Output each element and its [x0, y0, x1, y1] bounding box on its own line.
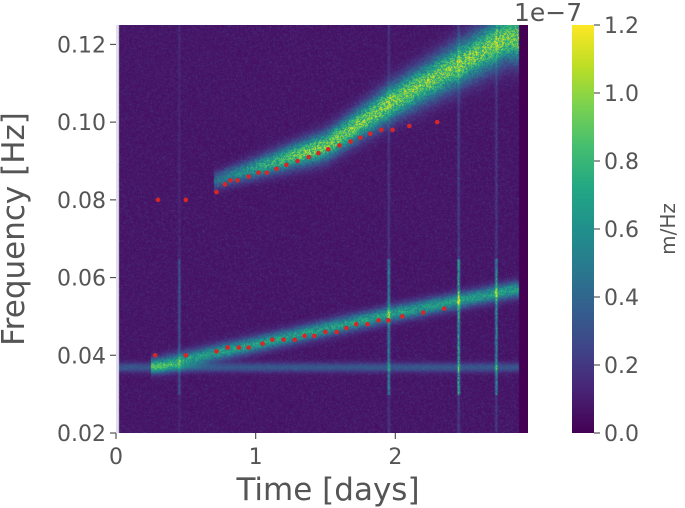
detection-marker	[214, 349, 219, 354]
marker-layer	[152, 119, 447, 358]
detection-marker	[260, 341, 265, 346]
y-axis-ticks: 0.02 0.04 0.06 0.08 0.10 0.12	[57, 33, 116, 447]
detection-marker	[367, 131, 373, 137]
detection-marker	[406, 123, 412, 129]
x-axis-label: Time [days]	[235, 472, 419, 508]
detection-marker	[312, 333, 317, 339]
detection-marker	[348, 139, 353, 144]
colorbar-tick-label: 1.2	[604, 14, 639, 39]
detection-marker	[316, 150, 321, 156]
y-tick-label: 0.08	[57, 189, 106, 214]
detection-marker	[323, 329, 328, 335]
detection-marker	[441, 306, 447, 311]
y-axis-label: Frequency [Hz]	[0, 112, 32, 346]
detection-marker	[246, 345, 251, 350]
colorbar-tick-label: 0.8	[604, 150, 639, 175]
detection-marker	[379, 127, 384, 133]
x-tick-label: 2	[388, 445, 402, 470]
colorbar-exponent: 1e−7	[514, 0, 582, 27]
colorbar-tick-label: 0.0	[604, 422, 639, 447]
detection-marker	[334, 329, 339, 335]
detection-marker	[183, 197, 189, 203]
detection-marker	[295, 158, 300, 164]
detection-marker	[274, 166, 279, 172]
detection-marker	[152, 352, 158, 358]
detection-marker	[264, 170, 270, 175]
detection-marker	[222, 182, 228, 187]
detection-marker	[365, 321, 370, 327]
detection-marker	[376, 318, 381, 323]
y-tick-label: 0.02	[57, 422, 106, 447]
detection-marker	[225, 345, 231, 350]
detection-marker	[306, 154, 312, 160]
detection-marker	[353, 321, 359, 327]
detection-marker	[386, 318, 391, 323]
detection-marker	[235, 178, 240, 183]
colorbar-tick-label: 0.4	[604, 286, 639, 311]
colorbar-ticks: 0.0 0.2 0.4 0.6 0.8 1.0 1.2	[594, 14, 639, 447]
detection-marker	[337, 143, 342, 148]
x-tick-label: 1	[249, 445, 263, 470]
detection-marker	[246, 174, 251, 179]
y-tick-label: 0.04	[57, 344, 106, 369]
detection-marker	[344, 325, 349, 331]
detection-marker	[155, 197, 161, 203]
detection-marker	[236, 345, 242, 350]
colorbar-label: m/Hz	[656, 203, 680, 255]
y-tick-label: 0.10	[57, 111, 106, 136]
x-axis-ticks: 0 1 2	[109, 433, 402, 470]
detection-marker	[292, 337, 298, 343]
detection-marker	[390, 127, 395, 133]
detection-marker	[420, 310, 426, 315]
detection-marker	[214, 189, 219, 195]
detection-marker	[183, 352, 189, 358]
colorbar-tick-label: 0.6	[604, 218, 639, 243]
colorbar-tick-label: 1.0	[604, 82, 639, 107]
detection-marker	[325, 147, 331, 152]
detection-marker	[358, 135, 363, 140]
detection-marker	[228, 178, 233, 183]
colorbar-tick-label: 0.2	[604, 354, 639, 379]
x-tick-label: 0	[109, 445, 123, 470]
spectrogram-heatmap	[116, 25, 528, 433]
detection-marker	[256, 170, 261, 175]
detection-marker	[284, 162, 289, 168]
detection-marker	[400, 314, 405, 319]
detection-marker	[270, 337, 275, 343]
colorbar-gradient	[572, 25, 594, 433]
y-tick-label: 0.06	[57, 267, 106, 292]
y-tick-label: 0.12	[57, 33, 106, 58]
detection-marker	[302, 333, 307, 339]
detection-marker	[434, 119, 440, 125]
detection-marker	[281, 337, 286, 343]
